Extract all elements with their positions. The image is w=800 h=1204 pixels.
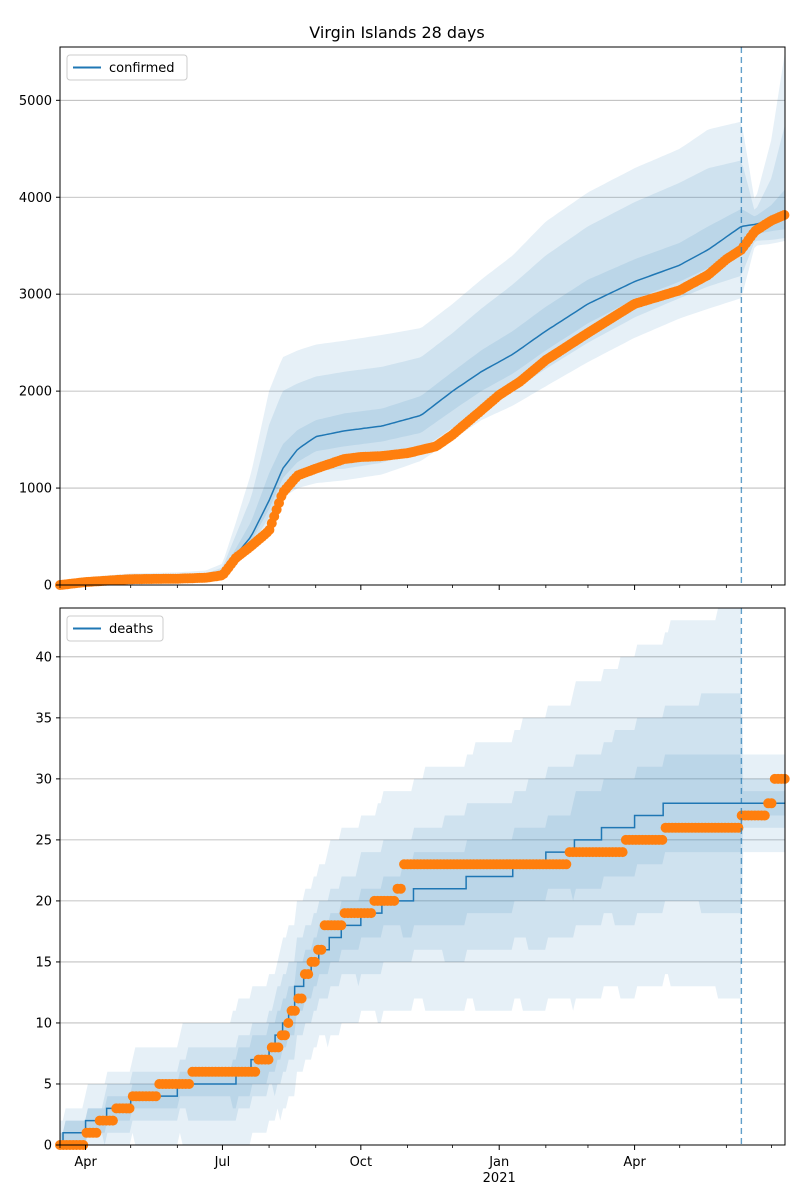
legend-box xyxy=(66,54,188,81)
y-tick-label: 0 xyxy=(44,579,52,594)
observed-point xyxy=(336,920,347,931)
uncertainty-band xyxy=(60,189,785,585)
y-tick-label: 3000 xyxy=(19,288,52,303)
y-tick-label: 4000 xyxy=(19,191,52,206)
observed-point xyxy=(759,810,770,821)
y-tick-label: 10 xyxy=(35,1016,52,1031)
legend-label: deaths xyxy=(109,622,154,637)
x-tick-label: Jan xyxy=(488,1155,509,1170)
y-tick-label: 40 xyxy=(35,650,52,665)
y-tick-label: 1000 xyxy=(19,482,52,497)
uncertainty-band xyxy=(60,124,785,585)
observed-point xyxy=(283,1018,294,1028)
observed-point xyxy=(389,895,400,906)
x-tick-label: Jul xyxy=(214,1155,231,1170)
x-tick-label: Apr xyxy=(74,1155,97,1170)
observed-point xyxy=(561,859,572,870)
observed-point xyxy=(107,1115,118,1126)
observed-point xyxy=(316,944,327,955)
y-tick-label: 30 xyxy=(35,772,52,787)
x-tick-label: Oct xyxy=(350,1155,372,1170)
observed-point xyxy=(779,210,790,220)
observed-point xyxy=(124,1103,135,1114)
observed-point xyxy=(766,798,777,809)
uncertainty-band xyxy=(60,693,785,1145)
axes-frame xyxy=(59,607,786,1146)
observed-point xyxy=(296,993,307,1004)
observed-point xyxy=(366,908,377,919)
legend-label: confirmed xyxy=(109,61,175,76)
observed-point xyxy=(309,956,320,967)
y-tick-label: 15 xyxy=(35,955,52,970)
observed-point xyxy=(395,883,406,894)
y-tick-label: 2000 xyxy=(19,385,52,400)
y-tick-label: 20 xyxy=(35,894,52,909)
uncertainty-band xyxy=(60,608,785,1145)
observed-point xyxy=(273,1042,284,1053)
observed-point xyxy=(250,1066,261,1077)
observed-point xyxy=(263,1054,274,1065)
x-tick-label: Apr xyxy=(623,1155,646,1170)
uncertainty-band xyxy=(60,51,785,586)
y-tick-label: 35 xyxy=(35,711,52,726)
observed-point xyxy=(303,969,314,980)
observed-point xyxy=(151,1091,161,1102)
chart-title: Virgin Islands 28 days xyxy=(309,23,484,42)
confirmed-panel: 0 1000 2000 3000 4000 5000 confirmed xyxy=(19,46,790,594)
y-tick-label: 0 xyxy=(44,1139,52,1154)
legend-box xyxy=(66,615,164,642)
y-tick-label: 25 xyxy=(35,833,52,848)
observed-point xyxy=(184,1079,195,1089)
x-tick-sublabel: 2021 xyxy=(483,1171,516,1186)
observed-point xyxy=(657,834,668,845)
observed-point xyxy=(617,847,628,858)
observed-point xyxy=(91,1127,102,1138)
legend: confirmed xyxy=(66,54,188,81)
observed-point xyxy=(280,1030,290,1041)
axes-frame xyxy=(59,46,786,586)
y-tick-label: 5000 xyxy=(19,94,52,109)
observed-point xyxy=(289,1005,300,1016)
legend: deaths xyxy=(66,615,164,642)
y-tick-label: 5 xyxy=(44,1077,52,1092)
